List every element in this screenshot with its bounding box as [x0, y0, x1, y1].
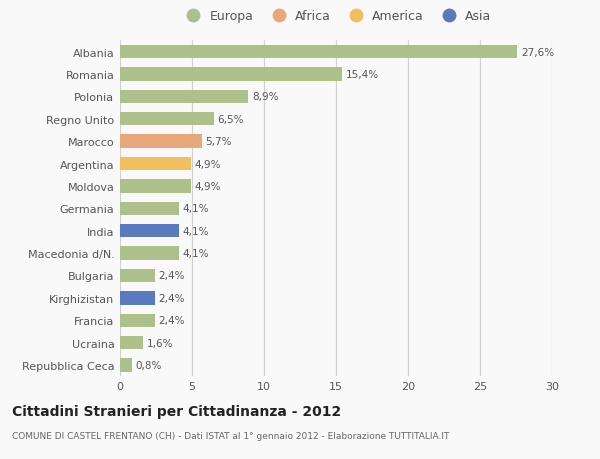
Bar	[120, 291, 155, 305]
Bar	[120, 135, 202, 149]
Text: 4,1%: 4,1%	[182, 248, 209, 258]
Text: Cittadini Stranieri per Cittadinanza - 2012: Cittadini Stranieri per Cittadinanza - 2…	[12, 404, 341, 418]
Text: 4,9%: 4,9%	[194, 159, 221, 169]
Bar	[120, 358, 131, 372]
Bar	[120, 314, 155, 327]
Text: 4,9%: 4,9%	[194, 181, 221, 191]
Bar	[120, 68, 342, 82]
Text: 6,5%: 6,5%	[217, 114, 244, 124]
Text: 0,8%: 0,8%	[135, 360, 161, 370]
Bar	[120, 46, 517, 59]
Text: 8,9%: 8,9%	[252, 92, 278, 102]
Text: 2,4%: 2,4%	[158, 293, 185, 303]
Bar	[120, 269, 155, 283]
Bar	[120, 157, 191, 171]
Bar	[120, 90, 248, 104]
Text: 2,4%: 2,4%	[158, 271, 185, 281]
Bar	[120, 336, 143, 350]
Bar	[120, 224, 179, 238]
Legend: Europa, Africa, America, Asia: Europa, Africa, America, Asia	[176, 6, 496, 28]
Text: 1,6%: 1,6%	[146, 338, 173, 348]
Text: 15,4%: 15,4%	[346, 70, 379, 80]
Text: 5,7%: 5,7%	[206, 137, 232, 147]
Text: 27,6%: 27,6%	[521, 47, 554, 57]
Bar	[120, 113, 214, 126]
Text: 2,4%: 2,4%	[158, 315, 185, 325]
Bar	[120, 202, 179, 216]
Text: COMUNE DI CASTEL FRENTANO (CH) - Dati ISTAT al 1° gennaio 2012 - Elaborazione TU: COMUNE DI CASTEL FRENTANO (CH) - Dati IS…	[12, 431, 449, 441]
Text: 4,1%: 4,1%	[182, 226, 209, 236]
Bar	[120, 247, 179, 260]
Text: 4,1%: 4,1%	[182, 204, 209, 214]
Bar	[120, 180, 191, 193]
